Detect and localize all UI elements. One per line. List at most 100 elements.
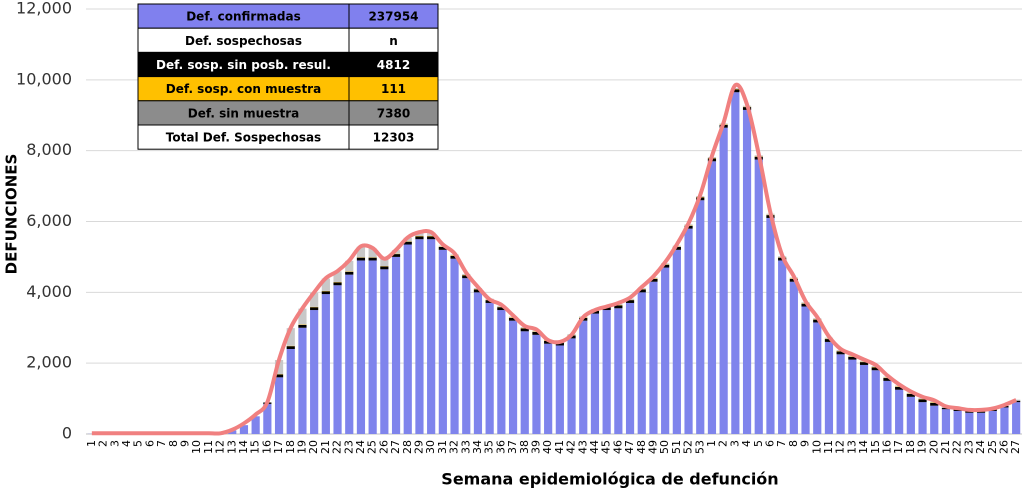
bar-segment [239,425,249,434]
x-tick-label: 23 [962,440,975,454]
x-tick-label: 42 [565,440,578,454]
bar-segment [520,328,529,332]
x-tick-label: 34 [471,440,484,454]
x-tick-label: 4 [740,440,753,447]
table-cell [348,124,439,150]
x-tick-label: 26 [997,440,1010,454]
bar-segment [836,351,845,355]
bar-segment [941,407,951,410]
bar-segment [602,310,611,434]
table-value: 12303 [373,131,415,145]
bar-segment [836,354,845,434]
bar-segment [813,319,822,323]
x-tick-label: 35 [483,440,496,454]
x-tick-label: 22 [331,440,344,454]
bar-segment [824,341,834,434]
bar-segment [508,320,518,434]
bar-segment [497,310,506,434]
bar-segment [649,281,658,434]
bar-segment [614,305,623,309]
bar-segment [286,349,295,434]
x-tick-label: 50 [658,440,671,454]
bar-segment [427,239,436,434]
bar-segment [274,374,284,378]
table-row: Total Def. Sospechosas 12303 [137,124,439,150]
bar-segment [415,232,424,237]
bar-segment [649,278,658,282]
bar-segment [789,281,798,434]
x-tick-label: 26 [377,440,390,454]
table-label: Def. sosp. sin posb. resul. [156,58,331,72]
bar-segment [356,260,366,434]
y-tick-label: 12,000 [16,0,72,18]
x-tick-label: 7 [155,440,168,447]
x-tick-label: 36 [494,440,507,454]
bar-segment [321,291,330,295]
bar-segment [883,378,892,381]
x-tick-label: 31 [436,440,449,454]
table-value: 237954 [368,10,418,24]
bar-segment [801,303,810,307]
bar-segment [263,403,272,434]
bar-segment [391,254,401,257]
x-tick-label: 21 [939,440,952,454]
bar-segment [380,266,389,270]
bar-segment [625,302,635,434]
x-tick-label: 7 [775,440,788,447]
x-tick-label: 43 [576,440,589,454]
bar-segment [450,255,459,259]
y-tick-label: 4,000 [26,282,72,301]
x-tick-label: 25 [366,440,379,454]
bar-segment [345,271,354,275]
table-cell [137,76,350,102]
x-tick-label: 52 [682,440,695,454]
y-tick-label: 6,000 [26,211,72,230]
x-tick-label: 18 [284,440,297,454]
x-tick-label: 15 [249,440,262,454]
y-tick-label: 0 [62,424,72,443]
bar-segment [228,430,237,434]
x-tick-label: 27 [1009,440,1022,454]
bar-segment [333,285,342,434]
bar-segment [976,411,986,413]
table-row: Def. confirmadas 237954 [137,3,439,29]
bar-segment [930,405,939,434]
x-tick-label: 17 [272,440,285,454]
bar-segment [368,260,377,434]
bar-segment [965,411,974,413]
table-cell [348,51,439,78]
x-tick-label: 9 [799,440,812,447]
x-tick-label: 20 [927,440,940,454]
x-tick-label: 13 [845,440,858,454]
bar-segment [473,289,483,293]
x-tick-label: 3 [728,440,741,447]
bar-segment [450,258,459,434]
x-tick-label: 39 [529,440,542,454]
x-tick-label: 38 [518,440,531,454]
x-tick-label: 16 [260,440,273,454]
bar-segment [462,278,471,434]
x-tick-label: 2 [97,440,110,447]
bar-segment [953,410,962,434]
x-tick-label: 6 [143,440,156,447]
bar-segment [310,292,319,307]
bar-segment [286,328,295,346]
table-cell [348,76,439,102]
bar-segment [859,364,869,434]
table-cell [137,51,350,78]
x-tick-label: 3 [108,440,121,447]
x-tick-label: 5 [132,440,145,447]
bar-segment [403,241,412,245]
bar-segment [637,292,646,434]
table-cell [348,27,439,53]
x-tick-label: 14 [857,440,870,454]
bar-segment [462,275,471,279]
bar-segment [415,239,424,434]
bar-segment [321,294,330,434]
table-cell [137,124,350,150]
bar-segment [871,370,880,434]
bar-segment [1012,402,1021,434]
x-tick-label: 8 [167,440,180,447]
x-tick-label: 22 [951,440,964,454]
bar-segment [859,362,869,365]
